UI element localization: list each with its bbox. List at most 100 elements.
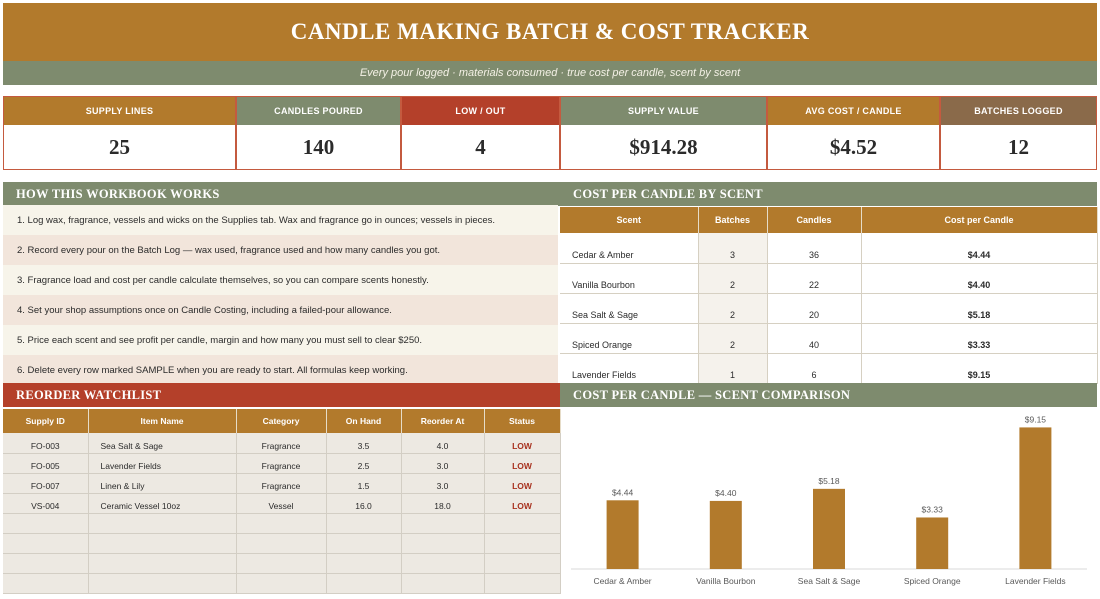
bar-sea-salt-sage[interactable] [813, 488, 845, 569]
empty-cell[interactable] [484, 553, 561, 574]
status-badge[interactable]: LOW [484, 493, 561, 514]
empty-cell[interactable] [3, 553, 89, 574]
table-row[interactable]: FO-003 Sea Salt & Sage Fragrance 3.5 4.0… [3, 433, 561, 454]
bar-vanilla-bourbon[interactable] [709, 500, 742, 569]
kpi-batches-logged[interactable]: BATCHES LOGGED 12 [940, 96, 1097, 170]
empty-cell[interactable] [236, 533, 327, 554]
item-name-cell[interactable]: Lavender Fields [88, 453, 237, 474]
empty-cell[interactable] [326, 573, 402, 594]
batches-cell[interactable]: 2 [698, 323, 768, 354]
status-badge[interactable]: LOW [484, 453, 561, 474]
candles-cell[interactable]: 22 [767, 263, 862, 294]
cost-cell[interactable]: $9.15 [861, 353, 1098, 384]
on-hand-cell[interactable]: 3.5 [326, 433, 402, 454]
candles-cell[interactable]: 6 [767, 353, 862, 384]
table-row[interactable]: Cedar & Amber 3 36 $4.44 [560, 233, 1098, 264]
table-row[interactable] [3, 533, 561, 554]
scent-cell[interactable]: Spiced Orange [560, 323, 699, 354]
empty-cell[interactable] [88, 533, 237, 554]
empty-cell[interactable] [401, 553, 485, 574]
empty-cell[interactable] [401, 533, 485, 554]
item-name-cell[interactable]: Linen & Lily [88, 473, 237, 494]
table-row[interactable]: Sea Salt & Sage 2 20 $5.18 [560, 293, 1098, 324]
table-row[interactable] [3, 573, 561, 594]
cost-cell[interactable]: $4.40 [861, 263, 1098, 294]
column-header-supply-id[interactable]: Supply ID [3, 409, 89, 433]
reorder-at-cell[interactable]: 4.0 [401, 433, 485, 454]
bar-spiced-orange[interactable] [916, 517, 949, 569]
table-row[interactable] [3, 553, 561, 574]
reorder-at-cell[interactable]: 3.0 [401, 473, 485, 494]
batches-cell[interactable]: 3 [698, 233, 768, 264]
column-header-scent[interactable]: Scent [560, 207, 699, 233]
bar-cedar-amber[interactable] [606, 500, 639, 569]
scent-cell[interactable]: Cedar & Amber [560, 233, 699, 264]
kpi-supply-value[interactable]: SUPPLY VALUE $914.28 [560, 96, 767, 170]
batches-cell[interactable]: 2 [698, 263, 768, 294]
reorder-at-cell[interactable]: 3.0 [401, 453, 485, 474]
item-name-cell[interactable]: Ceramic Vessel 10oz [88, 493, 237, 514]
item-name-cell[interactable]: Sea Salt & Sage [88, 433, 237, 454]
candles-cell[interactable]: 36 [767, 233, 862, 264]
candles-cell[interactable]: 20 [767, 293, 862, 324]
empty-cell[interactable] [484, 573, 561, 594]
empty-cell[interactable] [88, 573, 237, 594]
supply-id-cell[interactable]: FO-007 [3, 473, 89, 494]
column-header-item-name[interactable]: Item Name [88, 409, 237, 433]
kpi-supply-lines[interactable]: SUPPLY LINES 25 [3, 96, 236, 170]
category-cell[interactable]: Fragrance [236, 433, 327, 454]
cost-cell[interactable]: $4.44 [861, 233, 1098, 264]
column-header-candles[interactable]: Candles [767, 207, 862, 233]
scent-cell[interactable]: Lavender Fields [560, 353, 699, 384]
batches-cell[interactable]: 1 [698, 353, 768, 384]
cost-cell[interactable]: $5.18 [861, 293, 1098, 324]
status-badge[interactable]: LOW [484, 473, 561, 494]
kpi-candles-poured[interactable]: CANDLES POURED 140 [236, 96, 401, 170]
empty-cell[interactable] [401, 573, 485, 594]
on-hand-cell[interactable]: 1.5 [326, 473, 402, 494]
empty-cell[interactable] [3, 513, 89, 534]
empty-cell[interactable] [484, 513, 561, 534]
table-row[interactable] [3, 513, 561, 534]
bar-lavender-fields[interactable] [1019, 427, 1052, 569]
category-cell[interactable]: Vessel [236, 493, 327, 514]
column-header-batches[interactable]: Batches [698, 207, 768, 233]
supply-id-cell[interactable]: FO-003 [3, 433, 89, 454]
on-hand-cell[interactable]: 2.5 [326, 453, 402, 474]
empty-cell[interactable] [88, 553, 237, 574]
batches-cell[interactable]: 2 [698, 293, 768, 324]
kpi-avg-cost[interactable]: AVG COST / CANDLE $4.52 [767, 96, 940, 170]
empty-cell[interactable] [484, 533, 561, 554]
empty-cell[interactable] [401, 513, 485, 534]
supply-id-cell[interactable]: FO-005 [3, 453, 89, 474]
table-row[interactable]: Lavender Fields 1 6 $9.15 [560, 353, 1098, 384]
cost-cell[interactable]: $3.33 [861, 323, 1098, 354]
empty-cell[interactable] [236, 573, 327, 594]
empty-cell[interactable] [3, 533, 89, 554]
empty-cell[interactable] [236, 553, 327, 574]
empty-cell[interactable] [88, 513, 237, 534]
table-row[interactable]: FO-005 Lavender Fields Fragrance 2.5 3.0… [3, 453, 561, 474]
on-hand-cell[interactable]: 16.0 [326, 493, 402, 514]
column-header-status[interactable]: Status [484, 409, 561, 433]
candles-cell[interactable]: 40 [767, 323, 862, 354]
reorder-at-cell[interactable]: 18.0 [401, 493, 485, 514]
column-header-on-hand[interactable]: On Hand [326, 409, 402, 433]
scent-cell[interactable]: Vanilla Bourbon [560, 263, 699, 294]
category-cell[interactable]: Fragrance [236, 453, 327, 474]
empty-cell[interactable] [236, 513, 327, 534]
table-row[interactable]: FO-007 Linen & Lily Fragrance 1.5 3.0 LO… [3, 473, 561, 494]
column-header-reorder-at[interactable]: Reorder At [401, 409, 485, 433]
table-row[interactable]: VS-004 Ceramic Vessel 10oz Vessel 16.0 1… [3, 493, 561, 514]
empty-cell[interactable] [326, 513, 402, 534]
table-row[interactable]: Spiced Orange 2 40 $3.33 [560, 323, 1098, 354]
column-header-category[interactable]: Category [236, 409, 327, 433]
scent-comparison-chart[interactable]: $4.44 Cedar & Amber $4.40 Vanilla Bourbon $5… [561, 408, 1097, 594]
empty-cell[interactable] [326, 553, 402, 574]
empty-cell[interactable] [326, 533, 402, 554]
category-cell[interactable]: Fragrance [236, 473, 327, 494]
column-header-cost[interactable]: Cost per Candle [861, 207, 1098, 233]
scent-cell[interactable]: Sea Salt & Sage [560, 293, 699, 324]
supply-id-cell[interactable]: VS-004 [3, 493, 89, 514]
empty-cell[interactable] [3, 573, 89, 594]
